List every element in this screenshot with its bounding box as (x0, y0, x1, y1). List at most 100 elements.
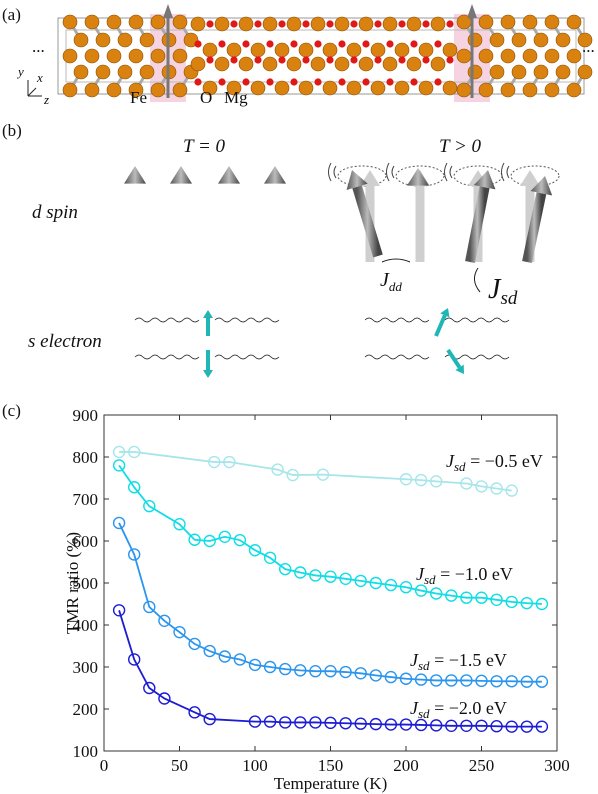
atom (278, 20, 286, 28)
y-tick-label: 200 (73, 700, 99, 719)
atom (362, 78, 370, 86)
data-point (233, 533, 247, 547)
axis-y: y (16, 64, 24, 79)
atom (194, 40, 202, 48)
column-title: T > 0 (439, 136, 482, 157)
data-point (339, 665, 352, 679)
precession-orbit (337, 165, 387, 187)
data-point (294, 566, 307, 579)
x-axis-label: Temperature (K) (274, 774, 388, 793)
data-point (143, 600, 156, 614)
panel-label: (b) (2, 121, 22, 140)
data-point (203, 534, 216, 548)
chart: 100 200 300 400 500 600 700 800 900 0 50 100 150 200 2… (63, 406, 570, 793)
atom (577, 32, 593, 48)
atom (172, 14, 188, 30)
atom (456, 48, 472, 64)
data-point (203, 712, 216, 726)
symbol: J (410, 698, 419, 718)
spin-arrow (446, 348, 462, 369)
coupling-label: Jdd (380, 269, 402, 294)
data-point (294, 716, 307, 729)
atom (386, 78, 394, 86)
atom (218, 78, 226, 86)
atom (290, 40, 298, 48)
spin-arrow (522, 192, 547, 264)
atom (374, 20, 382, 28)
atom (522, 48, 538, 64)
data-point (384, 670, 398, 684)
atom (430, 16, 446, 32)
atom (382, 16, 398, 32)
data-point (399, 718, 413, 731)
data-point (490, 593, 503, 606)
y-tick-label: 500 (73, 574, 99, 593)
spin-arrow (465, 186, 490, 263)
data-point (369, 669, 382, 682)
atom (322, 42, 338, 58)
spin-arrow (467, 4, 477, 18)
atom (555, 32, 571, 48)
data-point (414, 473, 428, 487)
atom (566, 48, 582, 64)
data-point (460, 591, 473, 604)
data-point (279, 562, 292, 576)
atom (84, 82, 100, 98)
series-label: Jsd = −2.0 eV (410, 698, 507, 721)
subscript: sd (424, 572, 436, 587)
atom (500, 48, 516, 64)
spin-arrow (163, 4, 173, 18)
atom (302, 20, 310, 28)
data-point (127, 481, 141, 494)
row-label: d spin (32, 202, 78, 223)
atom (338, 40, 346, 48)
electron-wave (214, 317, 280, 323)
data-point (414, 584, 428, 597)
data-point (188, 637, 201, 651)
data-point (248, 658, 262, 672)
data-point (490, 675, 503, 688)
data-point (399, 672, 413, 685)
data-point (354, 574, 367, 588)
data-point (309, 716, 322, 729)
spin-arrow (530, 176, 553, 196)
atom (434, 40, 442, 48)
data-point (369, 576, 382, 590)
atom (358, 16, 374, 32)
atom (226, 42, 242, 58)
label-text: = −1.5 eV (430, 650, 507, 670)
atom (338, 78, 346, 86)
spin-arrow (203, 370, 213, 378)
atom (84, 48, 100, 64)
atom (310, 16, 326, 32)
spin-arrow (346, 170, 368, 191)
atom (274, 80, 290, 96)
atom (128, 82, 144, 98)
series-line (119, 451, 512, 492)
subscript: sd (500, 288, 517, 309)
data-point (324, 570, 337, 583)
atom (250, 42, 266, 58)
atom (230, 56, 238, 64)
atom (62, 48, 78, 64)
data-point (490, 482, 503, 495)
atom (533, 64, 549, 80)
atom (500, 82, 516, 98)
data-point (324, 716, 337, 730)
atom (370, 42, 386, 58)
atom (326, 56, 334, 64)
atom (422, 20, 430, 28)
ellipsis: ... (32, 37, 45, 56)
series-label: Jsd = −1.5 eV (410, 650, 507, 673)
atom (566, 14, 582, 30)
data-point (399, 581, 413, 594)
data-point (127, 653, 141, 666)
motion-mark (501, 162, 510, 182)
data-point (354, 717, 367, 730)
atom (446, 20, 454, 28)
atom (250, 80, 266, 96)
data-point (460, 674, 473, 687)
data-point (505, 675, 518, 688)
data-point (505, 720, 518, 733)
data-point (279, 662, 292, 676)
